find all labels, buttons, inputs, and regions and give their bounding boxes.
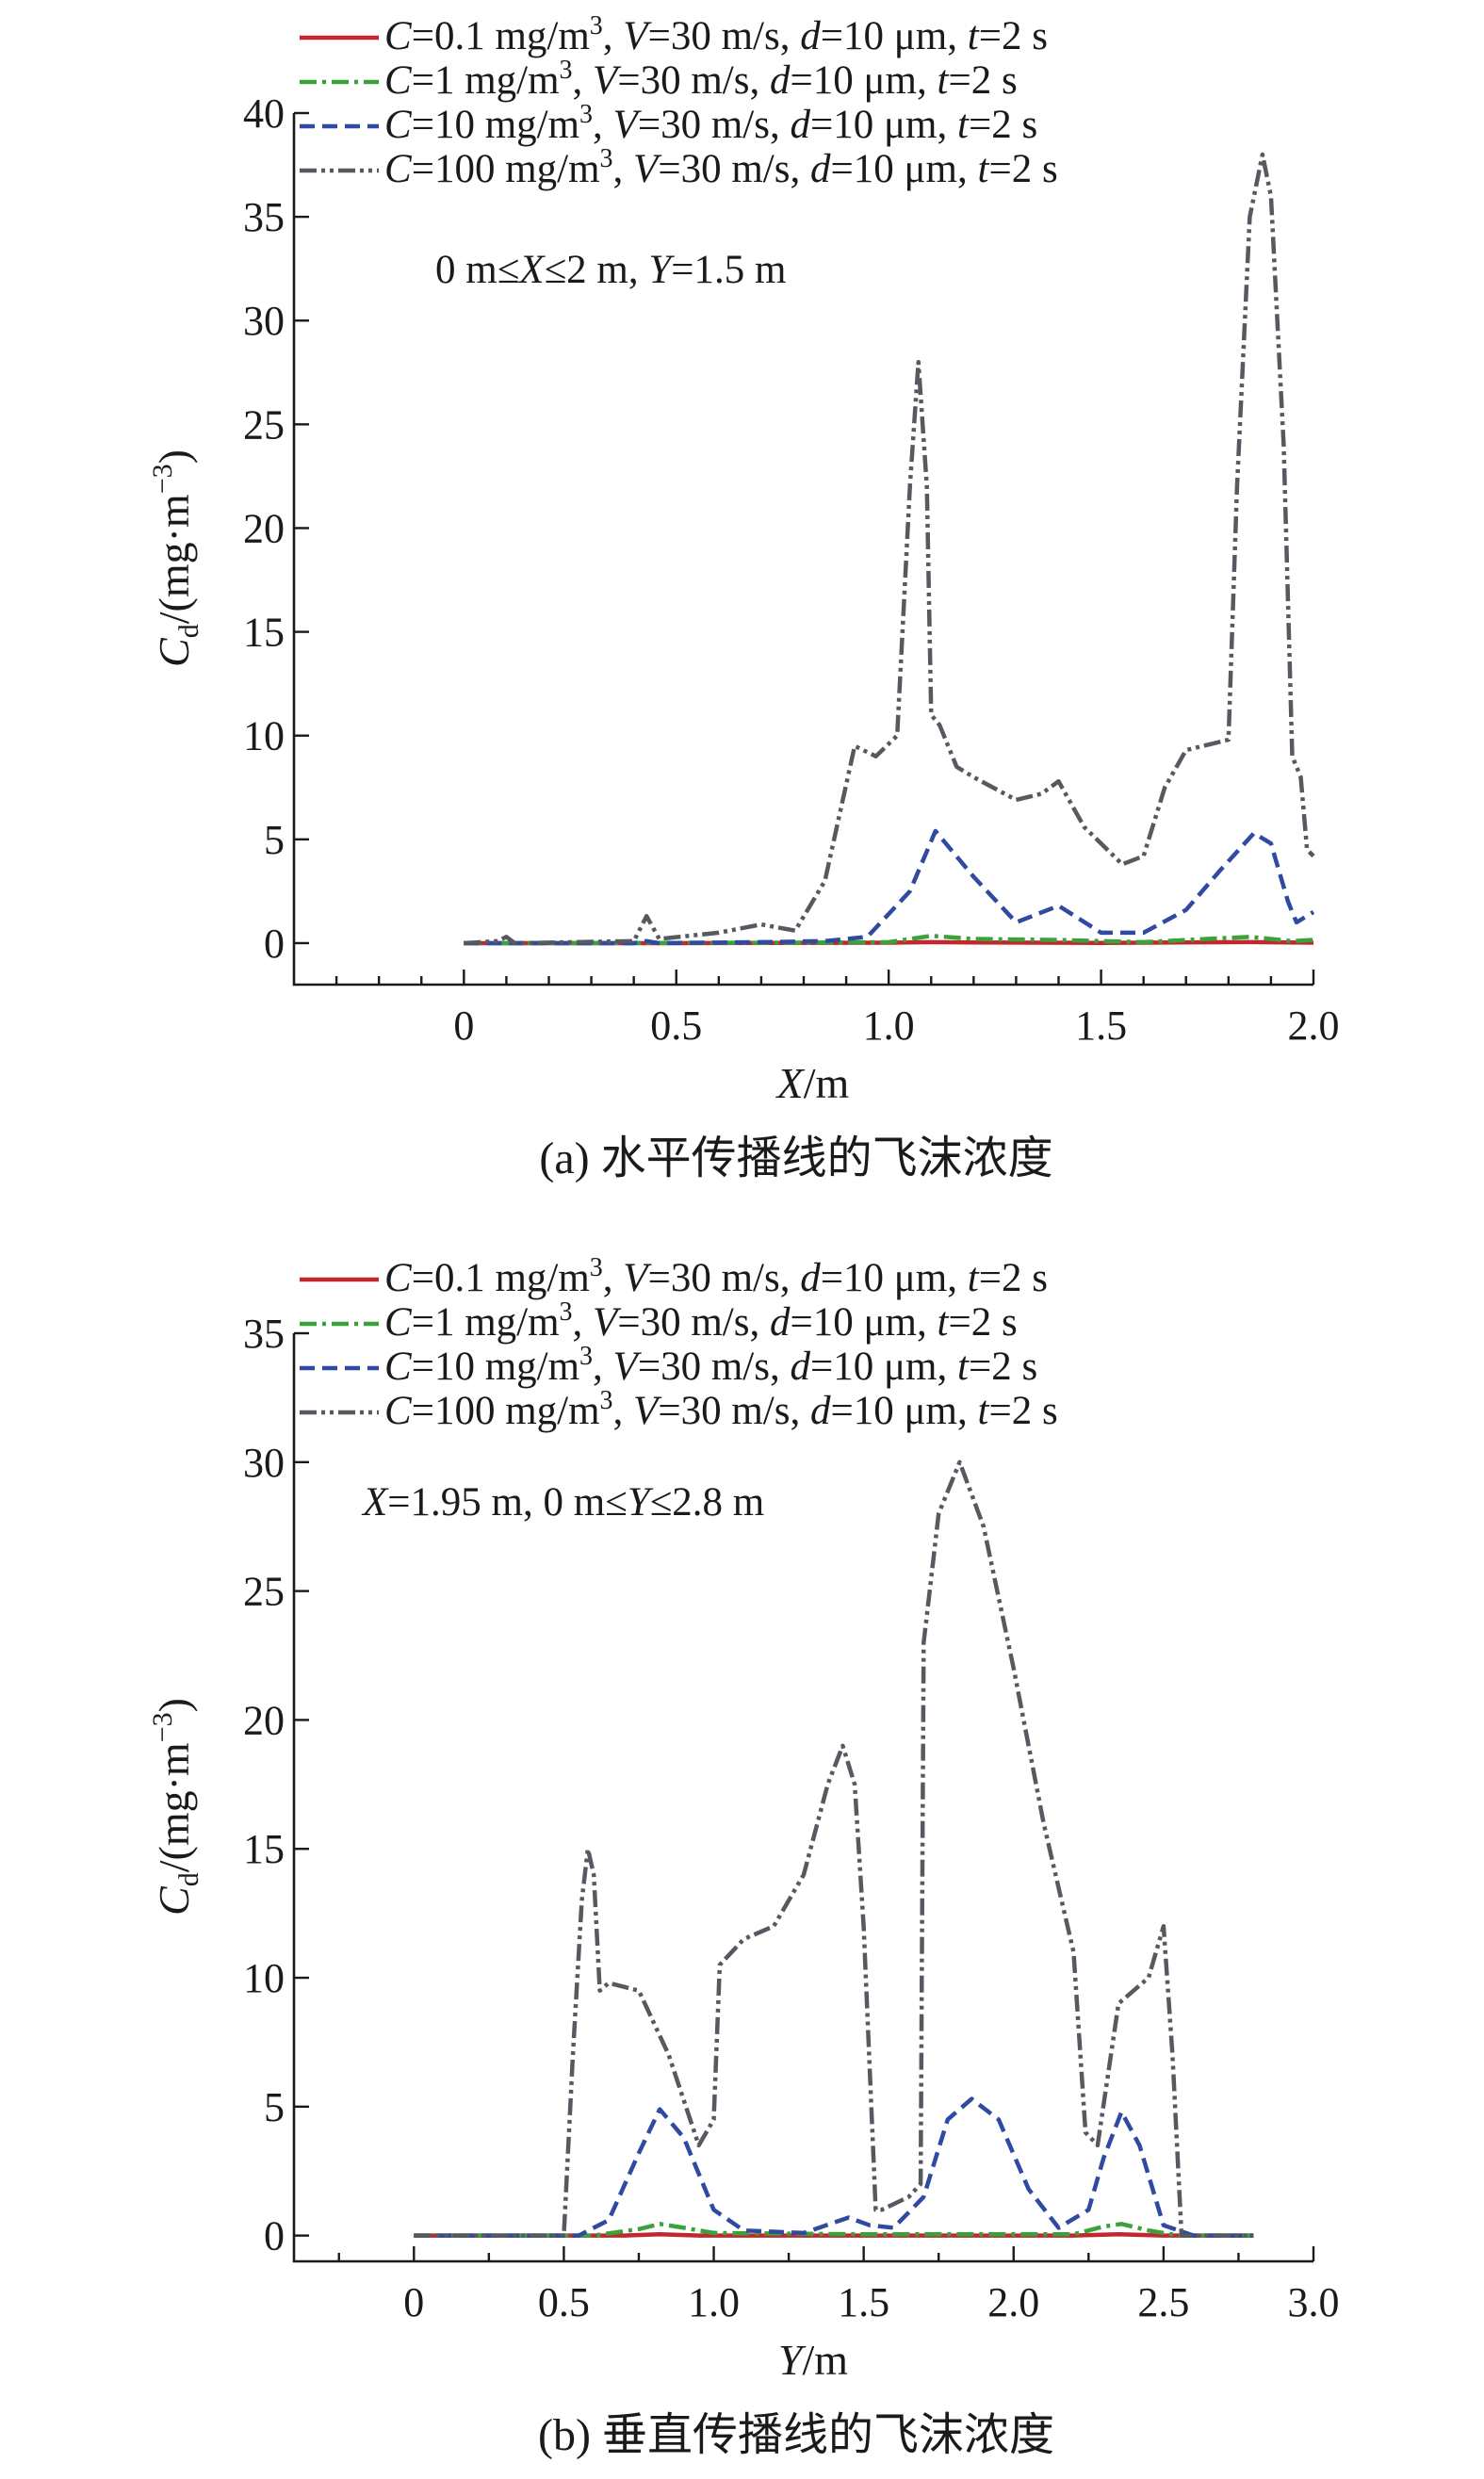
y-tick-label: 0 [264,921,285,967]
y-axis-label: Cd/(mg·m−3) [147,1698,204,1916]
x-tick-label: 1.0 [863,1003,915,1049]
x-axis-label: X/m [775,1059,850,1107]
x-tick-label: 1.5 [1075,1003,1127,1049]
y-tick-label: 20 [243,505,285,551]
x-tick-label: 1.5 [838,2279,889,2325]
y-tick-label: 25 [243,1569,285,1615]
x-tick-label: 0 [453,1003,474,1049]
x-tick-label: 2.0 [1288,1003,1340,1049]
chart-panel-b: 0 5 10 15 20 25 30 35 0 0.5 1.0 1.5 2.0 2.5 3.0 C=0.1 m… [147,1253,1340,2460]
y-axis-label: Cd/(mg·m−3) [147,449,204,667]
series-line-2 [414,2222,1254,2238]
series-line-4 [414,1460,1254,2238]
y-tick-label: 30 [243,298,285,344]
series-line-2 [464,933,1314,946]
y-tick-label: 30 [243,1440,285,1486]
chart-panel-a: 0 5 10 15 20 25 30 35 40 0 0.5 1.0 1.5 2.0 C=0.1 mg/m3… [147,11,1340,1183]
y-tick-label: 5 [264,817,285,863]
legend-entry-4: C=100 mg/m3, V=30 m/s, d=10 μm, t=2 s [384,144,1058,191]
x-tick-label: 0.5 [538,2279,590,2325]
y-tick-label: 15 [243,1826,285,1872]
axis-lines [292,113,1313,987]
x-tick-label: 2.5 [1137,2279,1189,2325]
y-tick-label: 0 [264,2213,285,2259]
y-tick-label: 40 [243,90,285,137]
y-tick-label: 5 [264,2084,285,2130]
series-line-3 [464,828,1315,946]
legend-entry-1: C=0.1 mg/m3, V=30 m/s, d=10 μm, t=2 s [384,1253,1048,1300]
legend-entry-3: C=10 mg/m3, V=30 m/s, d=10 μm, t=2 s [384,1342,1037,1389]
y-tick-label: 15 [243,610,285,656]
legend-entry-3: C=10 mg/m3, V=30 m/s, d=10 μm, t=2 s [384,100,1037,147]
series-line-4 [464,152,1315,946]
x-tick-label: 3.0 [1288,2279,1340,2325]
y-tick-label: 10 [243,1955,285,2001]
legend-entry-4: C=100 mg/m3, V=30 m/s, d=10 μm, t=2 s [384,1386,1058,1433]
x-axis-label: Y/m [778,2336,848,2384]
legend-entry-2: C=1 mg/m3, V=30 m/s, d=10 μm, t=2 s [384,1297,1018,1345]
x-tick-label: 0.5 [650,1003,702,1049]
series-line-3 [414,2096,1254,2238]
chart-caption: (a) 水平传播线的飞沫浓度 [539,1133,1052,1183]
x-tick-label: 1.0 [688,2279,740,2325]
legend-entry-2: C=1 mg/m3, V=30 m/s, d=10 μm, t=2 s [384,56,1018,103]
y-tick-label: 35 [243,194,285,240]
y-tick-label: 25 [243,401,285,448]
y-tick-label: 20 [243,1697,285,1743]
range-note: X=1.95 m, 0 m≤Y≤2.8 m [361,1480,764,1525]
range-note: 0 m≤X≤2 m, Y=1.5 m [435,248,787,292]
y-tick-label: 10 [243,713,285,759]
axis-lines [292,1333,1313,2263]
chart-caption: (b) 垂直传播线的飞沫浓度 [538,2410,1054,2460]
legend-entry-1: C=0.1 mg/m3, V=30 m/s, d=10 μm, t=2 s [384,11,1048,58]
y-tick-label: 35 [243,1311,285,1357]
x-tick-label: 2.0 [987,2279,1039,2325]
x-tick-label: 0 [403,2279,424,2325]
